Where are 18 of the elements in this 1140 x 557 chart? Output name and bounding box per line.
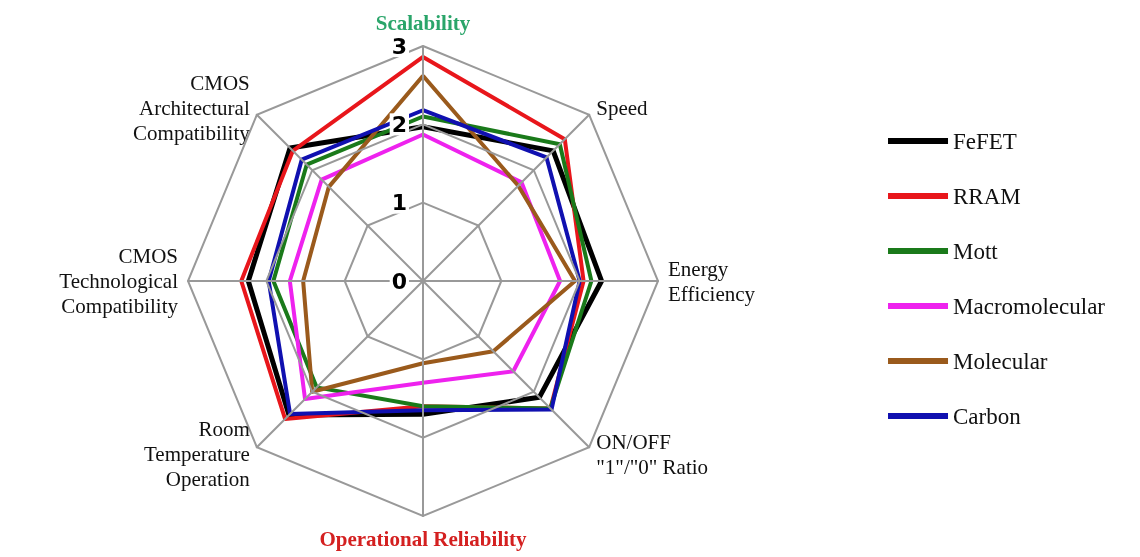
spoke-label: Speed <box>596 95 649 120</box>
legend-label: FeFET <box>953 128 1017 154</box>
spoke-label: Scalability <box>375 10 471 35</box>
spoke-label: Energy Efficiency <box>668 256 756 306</box>
y-tick-label: 3 <box>391 33 407 59</box>
spoke-label: Room Temperature Operation <box>143 417 251 492</box>
spoke-label: ON/OFF "1"/"0" Ratio <box>596 429 709 479</box>
spoke-label: Operational Reliability <box>319 526 528 551</box>
y-tick-label: 1 <box>391 190 407 216</box>
legend-label: Carbon <box>953 403 1022 429</box>
legend-label: Molecular <box>953 348 1048 374</box>
legend-label: Macromolecular <box>953 293 1106 319</box>
legend-label: RRAM <box>953 183 1021 209</box>
spoke-label: CMOS Technological Compatibility <box>59 244 179 318</box>
legend-label: Mott <box>953 238 999 264</box>
y-tick-label: 0 <box>391 268 407 294</box>
spoke-label: CMOS Architectural Compatibility <box>133 70 251 145</box>
y-tick-label: 2 <box>391 111 407 137</box>
